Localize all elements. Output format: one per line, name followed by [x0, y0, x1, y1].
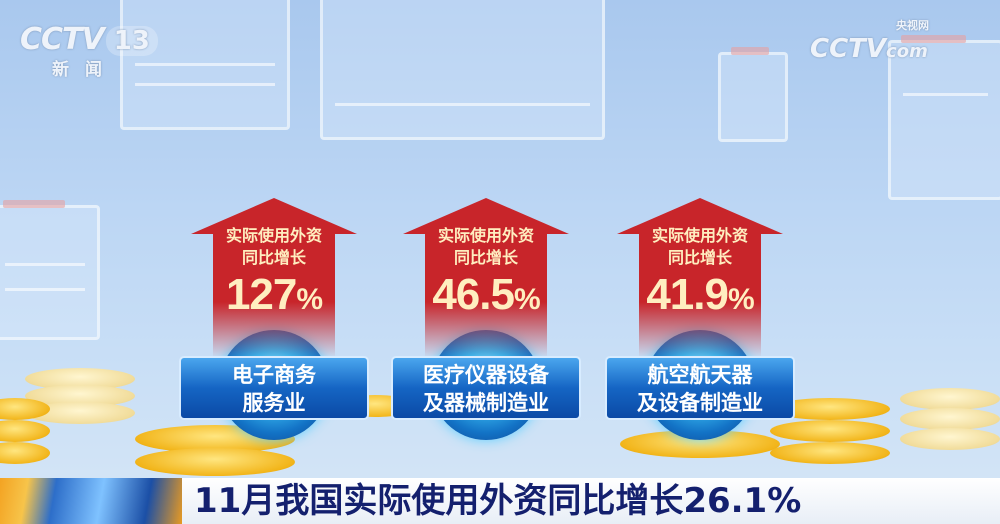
headline: 11月我国实际使用外资同比增长26.1%: [182, 478, 1000, 524]
coin-stack: [0, 442, 50, 464]
metric-label: 同比增长: [241, 248, 306, 267]
growth-value: 46.5%: [432, 270, 540, 319]
bg-panel: [320, 0, 605, 140]
coin-stack: [770, 442, 890, 464]
coin-stack: [135, 448, 295, 476]
industry-label: 医疗仪器设备 及器械制造业: [391, 356, 581, 420]
coin-stack: [900, 428, 1000, 450]
coin-stack: [0, 398, 50, 420]
watermark-logo: CCTVcom 央视网: [810, 19, 929, 64]
coin-stack: [25, 402, 135, 424]
up-arrow: 实际使用外资 同比增长 127%: [191, 198, 357, 358]
coin-stack: [25, 385, 135, 407]
coin-stack: [770, 398, 890, 420]
bg-panel: [718, 47, 788, 142]
metric-label: 实际使用外资: [651, 226, 748, 245]
coin-stack: [900, 388, 1000, 410]
bg-panel: [888, 35, 1000, 200]
growth-value: 41.9%: [646, 270, 754, 319]
coin-stack: [25, 368, 135, 390]
metric-label: 同比增长: [667, 248, 732, 267]
metric-label: 实际使用外资: [437, 226, 534, 245]
growth-value: 127%: [225, 270, 323, 319]
industry-label: 电子商务 服务业: [179, 356, 369, 420]
channel-logo: CCTV 13 新闻: [20, 22, 158, 80]
up-arrow: 实际使用外资 同比增长 41.9%: [617, 198, 783, 358]
news-banner: 11月我国实际使用外资同比增长26.1%: [0, 478, 1000, 524]
coin-stack: [0, 420, 50, 442]
coin-stack: [900, 408, 1000, 430]
industry-label: 航空航天器 及设备制造业: [605, 356, 795, 420]
metric-label: 实际使用外资: [225, 226, 322, 245]
globe-graphic: [0, 478, 182, 524]
bg-panel: [0, 200, 100, 340]
bg-panel: [120, 0, 290, 130]
metric-label: 同比增长: [453, 248, 518, 267]
coin-stack: [770, 420, 890, 442]
up-arrow: 实际使用外资 同比增长 46.5%: [403, 198, 569, 358]
